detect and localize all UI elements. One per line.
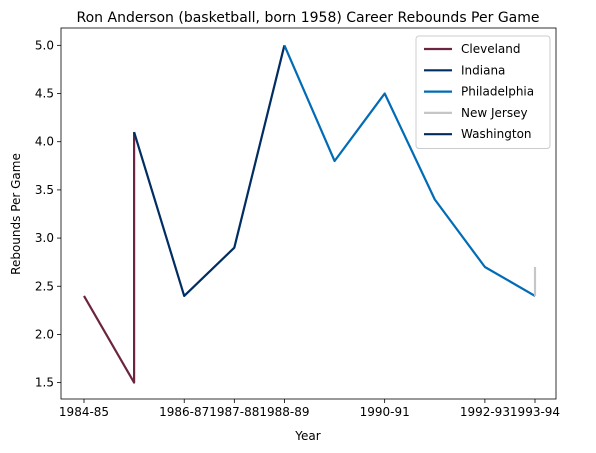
x-tick-label: 1988-89 [259, 405, 309, 419]
y-tick-label: 5.0 [35, 38, 54, 52]
series-line-indiana [133, 45, 286, 297]
legend-box [415, 35, 551, 149]
y-tick-label: 3.0 [35, 231, 54, 245]
x-tick-label: 1992-93 [460, 405, 510, 419]
y-tick-label: 2.0 [35, 327, 54, 341]
legend-label-indiana: Indiana [461, 63, 505, 77]
x-tick-label: 1987-88 [209, 405, 259, 419]
x-tick-label: 1990-91 [360, 405, 410, 419]
chart-title: Ron Anderson (basketball, born 1958) Car… [77, 10, 540, 26]
series-line-philadelphia [283, 44, 536, 297]
legend-label-washington: Washington [461, 127, 532, 141]
legend-label-new-jersey: New Jersey [461, 106, 528, 120]
x-tick-label: 1993-94 [510, 405, 560, 419]
x-axis: 1984-85 1986-87 1987-88 1988-89 1990-91 1992-… [59, 399, 560, 419]
y-tick-label: 4.5 [35, 87, 54, 101]
y-tick-label: 4.0 [35, 135, 54, 149]
x-tick-label: 1986-87 [159, 405, 209, 419]
legend-label-philadelphia: Philadelphia [461, 85, 534, 99]
x-tick-label: 1984-85 [59, 405, 109, 419]
y-axis-label: Rebounds Per Game [9, 153, 23, 275]
y-tick-label: 2.5 [35, 279, 54, 293]
y-tick-label: 1.5 [35, 376, 54, 390]
series-line-cleveland [83, 132, 136, 384]
legend: Cleveland Indiana Philadelphia New Jersey Wa… [415, 35, 551, 149]
y-tick-label: 3.5 [35, 183, 54, 197]
x-axis-label: Year [294, 429, 320, 443]
series-layer [83, 44, 537, 384]
y-axis: 1.5 2.0 2.5 3.0 3.5 4.0 4.5 5.0 [35, 38, 61, 390]
legend-label-cleveland: Cleveland [461, 42, 521, 56]
plot-area-frame [60, 27, 557, 400]
